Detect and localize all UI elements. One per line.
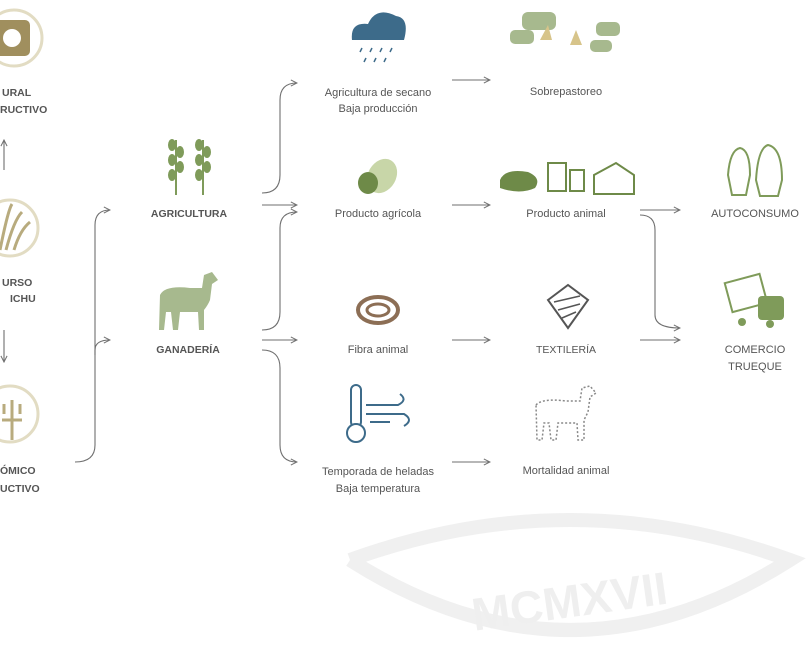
factor-label: Agricultura de secano (325, 87, 431, 99)
factor-label: Producto agrícola (335, 208, 422, 220)
effect-label: Producto animal (526, 208, 606, 220)
left-item-text: URSO (2, 277, 32, 289)
left-item-text: UCTIVO (0, 483, 40, 495)
left-item-text: ICHU (10, 293, 36, 305)
factor-label: Temporada de heladas (322, 466, 434, 478)
left-item-text: ÓMICO (0, 464, 36, 477)
diagram: MCMXVII (0, 0, 806, 656)
factor-label: Fibra animal (348, 344, 409, 356)
factor-label: Baja producción (339, 103, 418, 115)
effect-label: Sobrepastoreo (530, 86, 602, 98)
left-item-text: RUCTIVO (0, 104, 47, 116)
factor-label: Baja temperatura (336, 483, 421, 495)
source-label: GANADERÍA (156, 343, 220, 356)
outcome-label: TRUEQUE (728, 361, 782, 373)
outcome-label: AUTOCONSUMO (711, 208, 799, 220)
left-item-text: URAL (2, 87, 32, 99)
effect-label: Mortalidad animal (523, 465, 610, 477)
outcome-label: COMERCIO (725, 344, 786, 356)
source-label: AGRICULTURA (151, 208, 228, 220)
effect-label: TEXTILERÍA (536, 343, 596, 356)
